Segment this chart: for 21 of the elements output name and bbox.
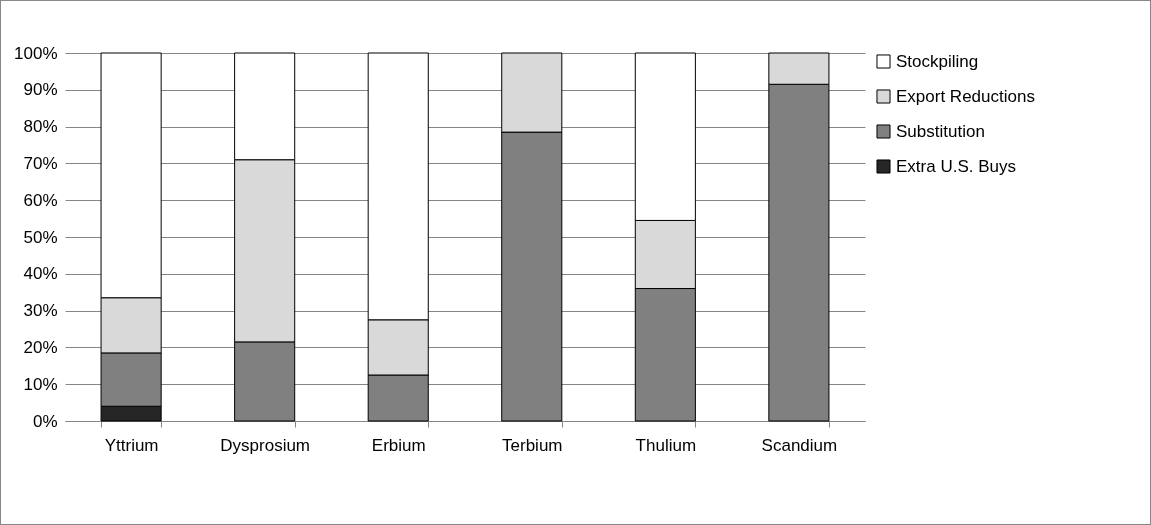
y-tick-label: 80% <box>23 117 58 137</box>
x-tick-label: Yttrium <box>104 435 159 455</box>
y-tick-label: 60% <box>23 190 58 210</box>
x-tick-label: Scandium <box>761 435 838 455</box>
y-tick-label: 30% <box>23 301 58 321</box>
legend-label: Export Reductions <box>896 86 1035 106</box>
x-tick-label: Dysprosium <box>220 435 311 455</box>
legend-label: Substitution <box>896 121 985 141</box>
y-tick-label: 10% <box>23 374 58 394</box>
x-tick-label: Thulium <box>635 435 697 455</box>
legend-label: Stockpiling <box>896 51 979 71</box>
y-tick-label: 40% <box>23 264 58 284</box>
y-tick-label: 20% <box>23 337 58 357</box>
x-tick-label: Erbium <box>371 435 426 455</box>
y-tick-label: 90% <box>23 80 58 100</box>
y-tick-label: 50% <box>23 227 58 247</box>
x-tick-label: Terbium <box>502 435 563 455</box>
y-tick-label: 0% <box>32 411 58 431</box>
y-tick-label: 100% <box>14 43 58 63</box>
legend-label: Extra U.S. Buys <box>896 156 1016 176</box>
y-tick-label: 70% <box>23 153 58 173</box>
